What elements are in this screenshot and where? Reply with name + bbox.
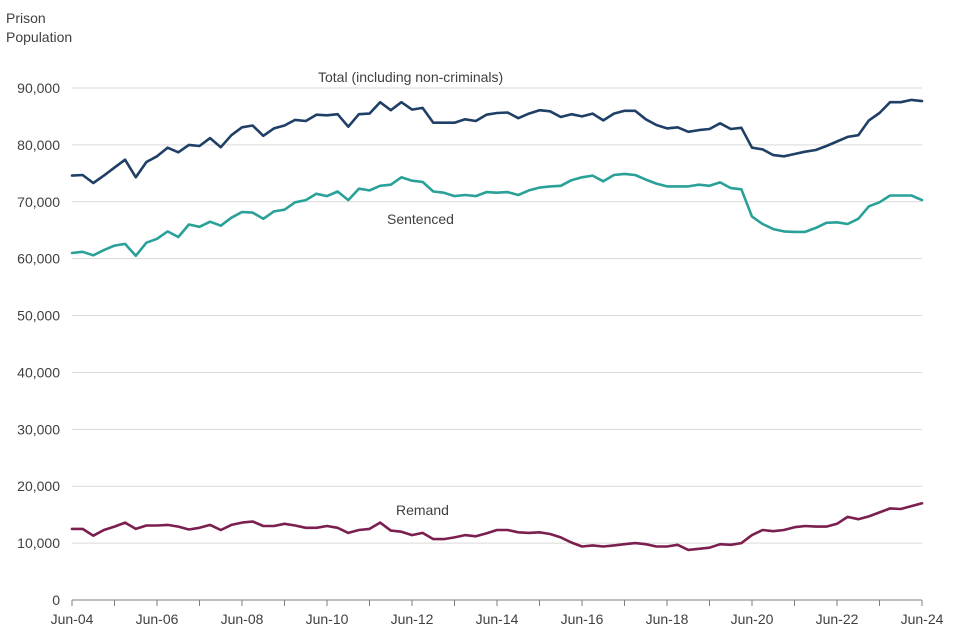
x-tick-label: Jun-16 [561, 611, 604, 627]
series-line-remand [70, 502, 924, 552]
y-tick-label: 20,000 [17, 478, 60, 494]
x-axis: Jun-04 Jun-06 Jun-08 Jun-10 Jun-12 Jun-14 Jun-… [51, 599, 944, 627]
series-label-total: Total (including non-criminals) [318, 69, 503, 85]
y-tick-label: 10,000 [17, 535, 60, 551]
y-tick-label: 90,000 [17, 80, 60, 96]
x-tick-label: Jun-12 [391, 611, 434, 627]
series-lines [70, 98, 924, 552]
y-tick-label: 40,000 [17, 364, 60, 380]
x-tick-label: Jun-04 [51, 611, 94, 627]
x-tick-label: Jun-08 [221, 611, 264, 627]
y-tick-label: 60,000 [17, 251, 60, 267]
y-tick-label: 0 [52, 592, 60, 608]
y-axis-title-line-1: Prison [6, 10, 46, 26]
x-tick-label: Jun-20 [731, 611, 774, 627]
series-line-sentenced [70, 172, 924, 258]
series-label-remand: Remand [396, 502, 449, 518]
y-tick-label: 50,000 [17, 308, 60, 324]
gridlines [72, 87, 922, 544]
x-tick-label: Jun-18 [646, 611, 689, 627]
y-axis-title-line-2: Population [6, 29, 72, 45]
x-tick-label: Jun-22 [816, 611, 859, 627]
series-label-sentenced: Sentenced [387, 211, 454, 227]
x-tick-label: Jun-24 [901, 611, 944, 627]
series-line-total [70, 98, 924, 185]
y-tick-label: 30,000 [17, 421, 60, 437]
y-tick-label: 80,000 [17, 137, 60, 153]
y-axis-tick-labels: 0 10,000 20,000 30,000 40,000 50,000 60,000 70,… [17, 80, 60, 608]
y-tick-label: 70,000 [17, 194, 60, 210]
x-tick-label: Jun-10 [306, 611, 349, 627]
x-tick-label: Jun-14 [476, 611, 519, 627]
x-tick-label: Jun-06 [136, 611, 179, 627]
